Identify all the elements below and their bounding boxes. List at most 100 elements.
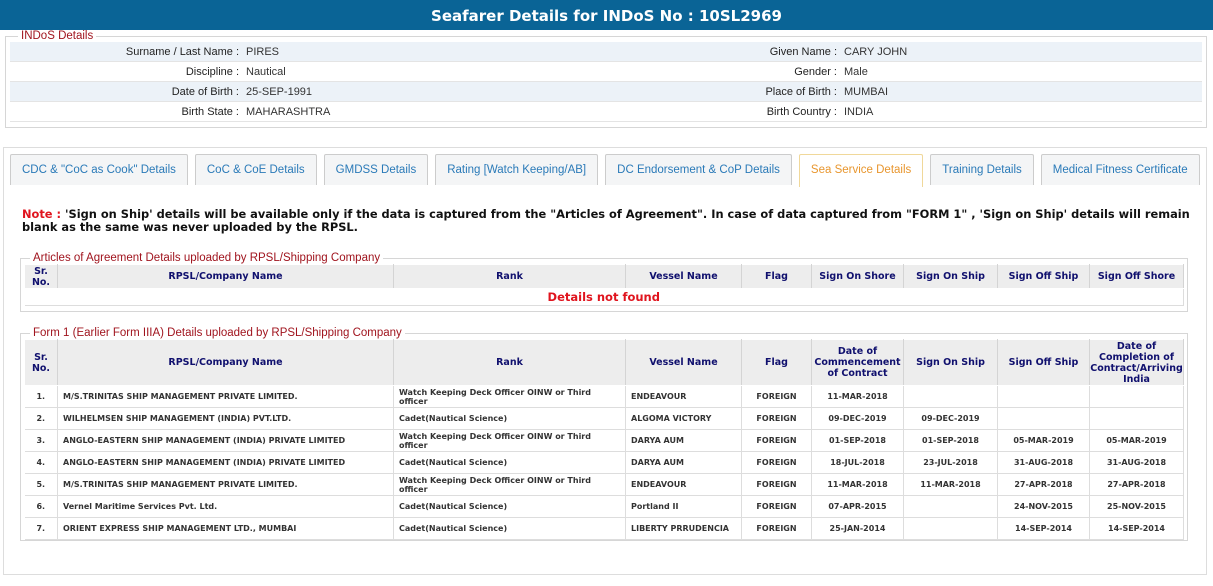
table-cell: FOREIGN <box>741 451 812 474</box>
column-header: Rank <box>393 339 626 386</box>
indos-row: Birth State : MAHARASHTRA Birth Country : I… <box>10 102 1202 122</box>
tab-bar: CDC & "CoC as Cook" Details CoC & CoE Det… <box>10 154 1200 187</box>
table-cell: FOREIGN <box>741 385 812 408</box>
tab-coc-coe-details[interactable]: CoC & CoE Details <box>194 154 317 185</box>
table-cell <box>903 495 998 518</box>
table-cell: ORIENT EXPRESS SHIP MANAGEMENT LTD., MUM… <box>57 517 394 540</box>
table-cell: 31-AUG-2018 <box>1089 451 1184 474</box>
table-cell: 14-SEP-2014 <box>997 517 1090 540</box>
details-not-found: Details not found <box>24 288 1184 306</box>
table-cell: 25-NOV-2015 <box>1089 495 1184 518</box>
indos-row: Surname / Last Name : PIRES Given Name : CA… <box>10 42 1202 62</box>
field-value: INDIA <box>844 106 874 118</box>
column-header: Flag <box>741 264 812 289</box>
table-cell: ENDEAVOUR <box>625 385 742 408</box>
table-cell: ANGLO-EASTERN SHIP MANAGEMENT (INDIA) PR… <box>57 451 394 474</box>
table-cell <box>903 517 998 540</box>
table-cell: Vernel Maritime Services Pvt. Ltd. <box>57 495 394 518</box>
table-row: 5. M/S.TRINITAS SHIP MANAGEMENT PRIVATE L… <box>24 473 1184 496</box>
table-cell <box>1089 385 1184 408</box>
note: Note : 'Sign on Ship' details will be av… <box>22 208 1197 234</box>
column-header: Sr. No. <box>24 339 58 386</box>
tab-cdc-coc-as-cook-details[interactable]: CDC & "CoC as Cook" Details <box>10 154 188 185</box>
table-cell: ALGOMA VICTORY <box>625 407 742 430</box>
table-cell: M/S.TRINITAS SHIP MANAGEMENT PRIVATE LIM… <box>57 385 394 408</box>
field-label: Gender : <box>794 66 837 78</box>
table-cell: 27-APR-2018 <box>997 473 1090 496</box>
tab-medical-fitness-certificate[interactable]: Medical Fitness Certificate <box>1040 154 1200 185</box>
field-value: Nautical <box>246 66 286 78</box>
table-cell: 01-SEP-2018 <box>811 429 904 452</box>
table-cell: LIBERTY PRRUDENCIA <box>625 517 742 540</box>
table-cell: DARYA AUM <box>625 429 742 452</box>
table-cell: 01-SEP-2018 <box>903 429 998 452</box>
table-cell <box>903 385 998 408</box>
column-header: RPSL/Company Name <box>57 264 394 289</box>
table-cell: 27-APR-2018 <box>1089 473 1184 496</box>
tab-sea-service-details[interactable]: Sea Service Details <box>798 154 924 187</box>
note-text: 'Sign on Ship' details will be available… <box>22 207 1190 234</box>
indos-row: Discipline : Nautical Gender : Male <box>10 62 1202 82</box>
table-cell: 1. <box>24 385 58 408</box>
table-cell: 6. <box>24 495 58 518</box>
table-cell: Watch Keeping Deck Officer OINW or Third… <box>393 473 626 496</box>
field-label: Place of Birth : <box>765 86 837 98</box>
column-header: Date of Completion of Contract/Arriving … <box>1089 339 1184 386</box>
column-header: Sign On Ship <box>903 339 998 386</box>
table-cell: DARYA AUM <box>625 451 742 474</box>
table-row: 3. ANGLO-EASTERN SHIP MANAGEMENT (INDIA) … <box>24 429 1184 452</box>
table-cell: 3. <box>24 429 58 452</box>
column-header: Sr. No. <box>24 264 58 289</box>
table-row: 4. ANGLO-EASTERN SHIP MANAGEMENT (INDIA) … <box>24 451 1184 474</box>
tab-training-details[interactable]: Training Details <box>930 154 1034 185</box>
field-label: Date of Birth : <box>171 86 239 98</box>
indos-details: INDoS Details Surname / Last Name : PIRES… <box>5 30 1207 128</box>
table-cell: 11-MAR-2018 <box>811 473 904 496</box>
table-cell: 23-JUL-2018 <box>903 451 998 474</box>
form1-legend: Form 1 (Earlier Form IIIA) Details uploa… <box>33 327 402 339</box>
field-value: PIRES <box>246 46 280 58</box>
table-cell: FOREIGN <box>741 429 812 452</box>
table-cell: 24-NOV-2015 <box>997 495 1090 518</box>
tab-panel: CDC & "CoC as Cook" Details CoC & CoE Det… <box>3 147 1207 575</box>
table-cell: Cadet(Nautical Science) <box>393 495 626 518</box>
table-cell: WILHELMSEN SHIP MANAGEMENT (INDIA) PVT.L… <box>57 407 394 430</box>
table-row: 1. M/S.TRINITAS SHIP MANAGEMENT PRIVATE L… <box>24 385 1184 408</box>
column-header: RPSL/Company Name <box>57 339 394 386</box>
field-value: MAHARASHTRA <box>246 106 331 118</box>
articles-legend: Articles of Agreement Details uploaded b… <box>33 252 381 264</box>
table-cell: Portland II <box>625 495 742 518</box>
table-cell: FOREIGN <box>741 517 812 540</box>
form1-table: Sr. No. RPSL/Company Name Rank Vessel Name F… <box>24 339 1184 540</box>
articles-table: Sr. No. RPSL/Company Name Rank Vessel Name F… <box>24 264 1184 306</box>
tab-dc-endorsement-cop-details[interactable]: DC Endorsement & CoP Details <box>605 154 792 185</box>
table-cell: Cadet(Nautical Science) <box>393 407 626 430</box>
table-cell: 4. <box>24 451 58 474</box>
table-cell: FOREIGN <box>741 407 812 430</box>
table-cell: 31-AUG-2018 <box>997 451 1090 474</box>
tab-gmdss-details[interactable]: GMDSS Details <box>323 154 429 185</box>
field-label: Discipline : <box>185 66 239 78</box>
tab-rating-watch-keeping-ab[interactable]: Rating [Watch Keeping/AB] <box>435 154 599 185</box>
note-label: Note : <box>22 207 62 221</box>
table-cell: 2. <box>24 407 58 430</box>
table-cell: ANGLO-EASTERN SHIP MANAGEMENT (INDIA) PR… <box>57 429 394 452</box>
table-cell: ENDEAVOUR <box>625 473 742 496</box>
field-value: Male <box>844 66 868 78</box>
column-header: Sign On Ship <box>903 264 998 289</box>
column-header: Sign Off Ship <box>997 339 1090 386</box>
table-cell <box>1089 407 1184 430</box>
field-value: CARY JOHN <box>844 46 908 58</box>
form1-section: Form 1 (Earlier Form IIIA) Details uploa… <box>20 327 1188 541</box>
table-cell: 07-APR-2015 <box>811 495 904 518</box>
table-cell: 25-JAN-2014 <box>811 517 904 540</box>
table-cell: 05-MAR-2019 <box>997 429 1090 452</box>
table-cell <box>997 407 1090 430</box>
table-cell: 05-MAR-2019 <box>1089 429 1184 452</box>
table-cell: 18-JUL-2018 <box>811 451 904 474</box>
table-cell: 11-MAR-2018 <box>811 385 904 408</box>
table-cell: 7. <box>24 517 58 540</box>
table-cell: Cadet(Nautical Science) <box>393 451 626 474</box>
table-cell: 09-DEC-2019 <box>903 407 998 430</box>
table-cell <box>997 385 1090 408</box>
